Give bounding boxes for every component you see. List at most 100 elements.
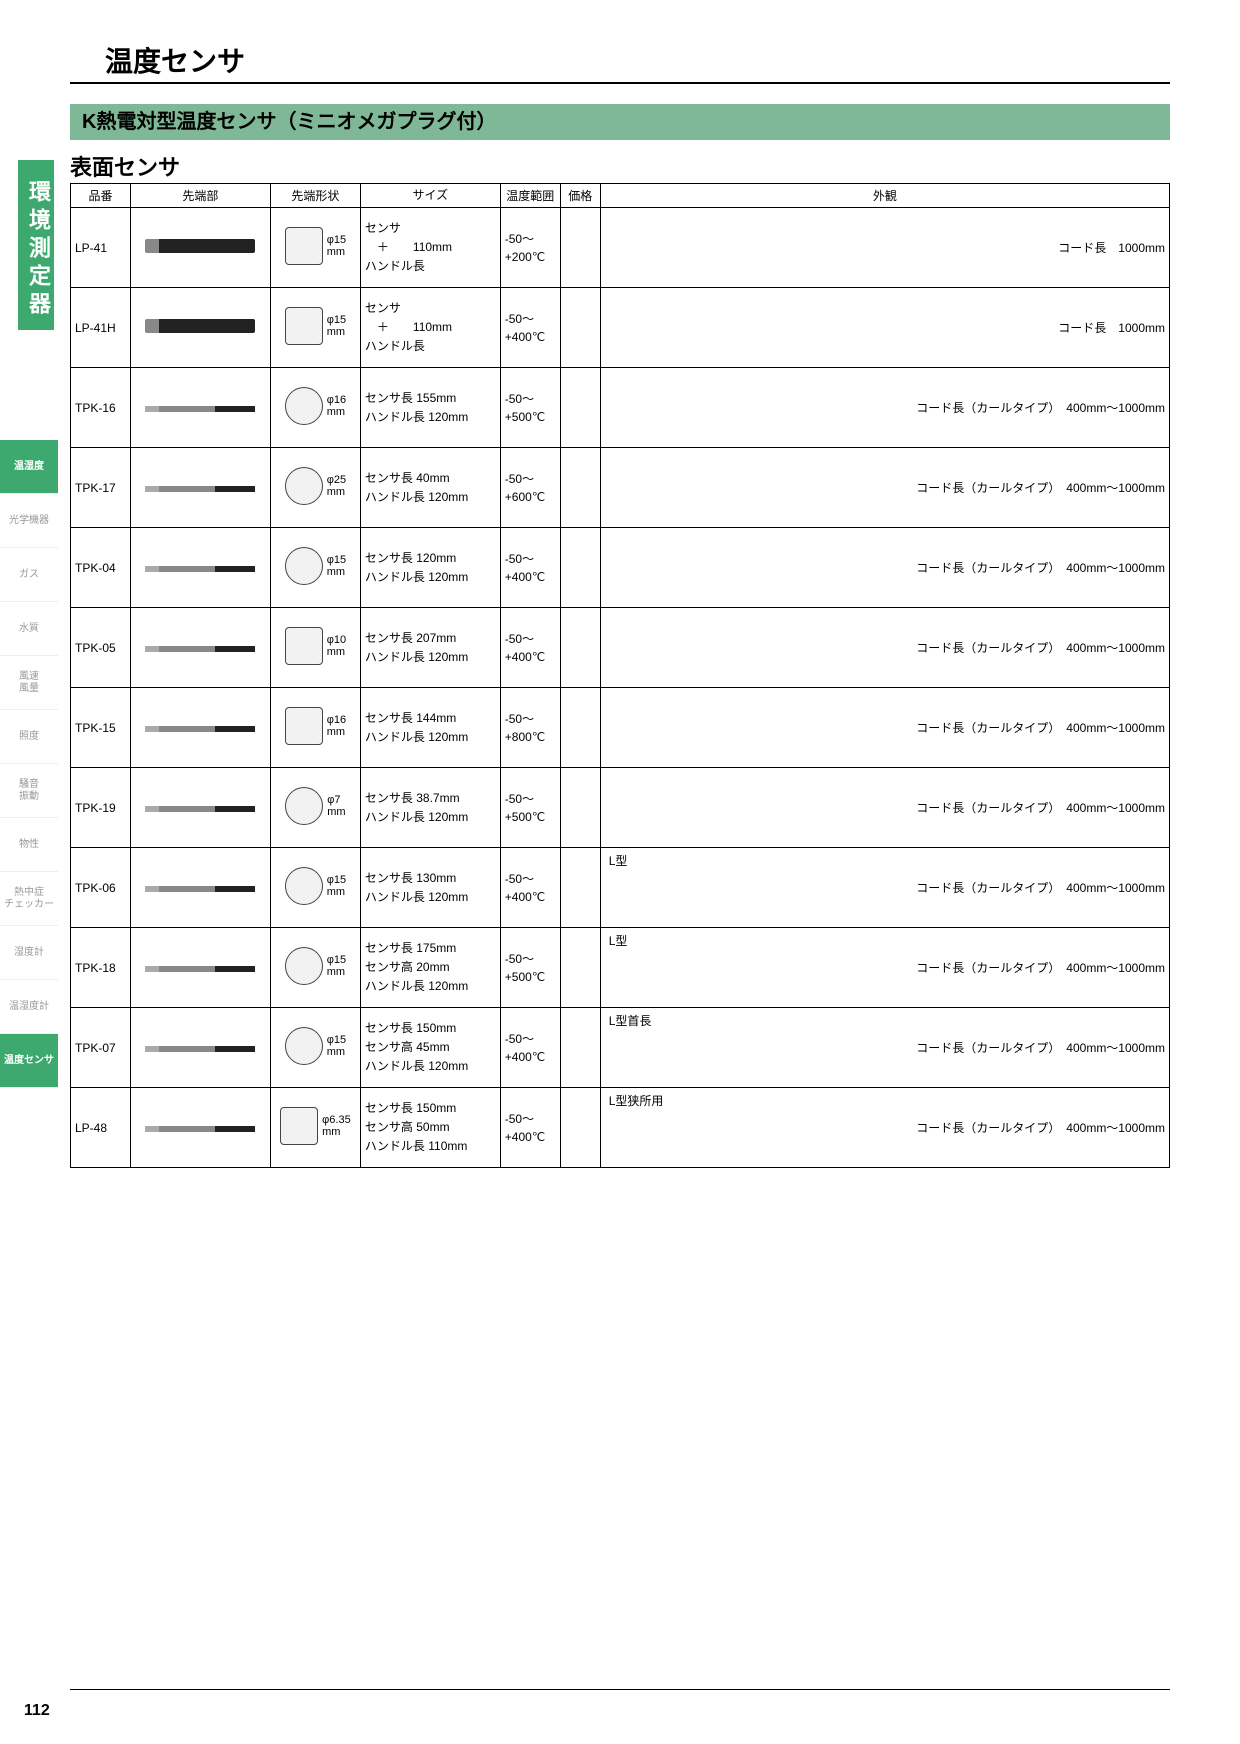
cell-price xyxy=(560,1008,600,1088)
cell-size: センサ長 150mm センサ高 45mm ハンドル長 120mm xyxy=(360,1008,500,1088)
cell-price xyxy=(560,528,600,608)
side-tab[interactable]: 照度 xyxy=(0,710,58,764)
cell-tip-shape: φ10 mm xyxy=(270,608,360,688)
tip-shape-icon xyxy=(285,1027,323,1065)
cell-part-number: LP-41H xyxy=(71,288,131,368)
cell-tip-shape: φ6.35 mm xyxy=(270,1088,360,1168)
cell-tip-image xyxy=(130,768,270,848)
cell-part-number: TPK-07 xyxy=(71,1008,131,1088)
cell-size: センサ長 144mm ハンドル長 120mm xyxy=(360,688,500,768)
cell-tip-shape: φ15 mm xyxy=(270,928,360,1008)
cell-price xyxy=(560,208,600,288)
cell-price xyxy=(560,768,600,848)
sensor-tip-icon xyxy=(145,966,255,972)
cell-size: センサ長 175mm センサ高 20mm ハンドル長 120mm xyxy=(360,928,500,1008)
side-tab[interactable]: 湿度計 xyxy=(0,926,58,980)
sensor-tip-icon xyxy=(145,406,255,412)
table-body: LP-41φ15 mmセンサ ＋ 110mm ハンドル長-50～ +200℃コー… xyxy=(71,208,1170,1168)
side-tab[interactable]: 水質 xyxy=(0,602,58,656)
cell-part-number: TPK-05 xyxy=(71,608,131,688)
tip-diameter: φ15 mm xyxy=(327,314,346,338)
cell-tip-image xyxy=(130,928,270,1008)
table-column-header: 先端部 xyxy=(130,184,270,208)
side-tab[interactable]: ガス xyxy=(0,548,58,602)
appearance-type-label: L型狭所用 xyxy=(609,1092,664,1109)
page-number: 112 xyxy=(24,1702,50,1720)
cell-tip-image xyxy=(130,288,270,368)
cell-size: センサ ＋ 110mm ハンドル長 xyxy=(360,288,500,368)
side-tabs: 温湿度光学機器ガス水質風速 風量照度騒音 振動物性熱中症 チェッカー湿度計温湿度… xyxy=(0,440,58,1088)
cell-size: センサ長 38.7mm ハンドル長 120mm xyxy=(360,768,500,848)
tip-diameter: φ15 mm xyxy=(327,234,346,258)
side-tab[interactable]: 物性 xyxy=(0,818,58,872)
appearance-type-label: L型首長 xyxy=(609,1012,652,1029)
cell-temp-range: -50～ +400℃ xyxy=(500,288,560,368)
cell-tip-image xyxy=(130,368,270,448)
tip-diameter: φ7 mm xyxy=(327,794,345,818)
cord-length-label: コード長（カールタイプ） 400mm～1000mm xyxy=(605,1039,1165,1056)
table-row: LP-48φ6.35 mmセンサ長 150mm センサ高 50mm ハンドル長 … xyxy=(71,1088,1170,1168)
cell-appearance: コード長（カールタイプ） 400mm～1000mm xyxy=(600,768,1169,848)
table-header-row: 品番先端部先端形状サイズ温度範囲価格外観 xyxy=(71,184,1170,208)
tip-shape-icon xyxy=(285,547,323,585)
cell-size: センサ長 150mm センサ高 50mm ハンドル長 110mm xyxy=(360,1088,500,1168)
cell-tip-image xyxy=(130,688,270,768)
side-tab[interactable]: 光学機器 xyxy=(0,494,58,548)
page-title: 温度センサ xyxy=(105,40,245,80)
cell-temp-range: -50～ +500℃ xyxy=(500,928,560,1008)
side-tab[interactable]: 温湿度計 xyxy=(0,980,58,1034)
side-tab[interactable]: 風速 風量 xyxy=(0,656,58,710)
cell-price xyxy=(560,848,600,928)
table-column-header: 先端形状 xyxy=(270,184,360,208)
cell-price xyxy=(560,368,600,448)
cell-size: センサ長 207mm ハンドル長 120mm xyxy=(360,608,500,688)
cell-tip-image xyxy=(130,1008,270,1088)
table-row: TPK-18φ15 mmセンサ長 175mm センサ高 20mm ハンドル長 1… xyxy=(71,928,1170,1008)
cell-temp-range: -50～ +400℃ xyxy=(500,528,560,608)
cell-price xyxy=(560,608,600,688)
cell-temp-range: -50～ +400℃ xyxy=(500,1008,560,1088)
sensor-tip-icon xyxy=(145,886,255,892)
cell-appearance: コード長 1000mm xyxy=(600,288,1169,368)
side-tab[interactable]: 温度センサ xyxy=(0,1034,58,1088)
cell-temp-range: -50～ +500℃ xyxy=(500,768,560,848)
tip-diameter: φ25 mm xyxy=(327,474,346,498)
table-row: TPK-19 φ7 mm センサ長 38.7mm ハンドル長 120mm-50～ +… xyxy=(71,768,1170,848)
cord-length-label: コード長（カールタイプ） 400mm～1000mm xyxy=(605,959,1165,976)
cell-temp-range: -50～ +600℃ xyxy=(500,448,560,528)
cell-size: センサ長 120mm ハンドル長 120mm xyxy=(360,528,500,608)
cell-tip-shape: φ7 mm xyxy=(270,768,360,848)
appearance-type-label: L型 xyxy=(609,852,628,869)
cord-length-label: コード長（カールタイプ） 400mm～1000mm xyxy=(605,479,1165,496)
cell-appearance: コード長（カールタイプ） 400mm～1000mm xyxy=(600,688,1169,768)
side-tab[interactable]: 騒音 振動 xyxy=(0,764,58,818)
tip-shape-icon xyxy=(285,947,323,985)
table-row: TPK-05φ10 mmセンサ長 207mm ハンドル長 120mm-50～ +… xyxy=(71,608,1170,688)
tip-diameter: φ15 mm xyxy=(327,554,346,578)
cell-appearance: コード長（カールタイプ） 400mm～1000mm xyxy=(600,448,1169,528)
tip-shape-icon xyxy=(285,787,323,825)
cord-length-label: コード長（カールタイプ） 400mm～1000mm xyxy=(605,639,1165,656)
section-header: K熱電対型温度センサ（ミニオメガプラグ付） xyxy=(70,104,1170,140)
cell-price xyxy=(560,448,600,528)
table-row: TPK-16φ16 mmセンサ長 155mm ハンドル長 120mm-50～ +… xyxy=(71,368,1170,448)
table-column-header: 価格 xyxy=(560,184,600,208)
tip-shape-icon xyxy=(285,707,323,745)
table-row: TPK-17φ25 mmセンサ長 40mm ハンドル長 120mm-50～ +6… xyxy=(71,448,1170,528)
appearance-type-label: L型 xyxy=(609,932,628,949)
cell-appearance: コード長（カールタイプ） 400mm～1000mm xyxy=(600,608,1169,688)
table-row: TPK-15φ16 mmセンサ長 144mm ハンドル長 120mm-50～ +… xyxy=(71,688,1170,768)
tip-shape-icon xyxy=(285,867,323,905)
side-tab[interactable]: 温湿度 xyxy=(0,440,58,494)
tip-shape-icon xyxy=(285,387,323,425)
cell-temp-range: -50～ +400℃ xyxy=(500,848,560,928)
side-vertical-label: 環境測定器 xyxy=(18,160,54,330)
table-column-header: 品番 xyxy=(71,184,131,208)
cell-part-number: TPK-19 xyxy=(71,768,131,848)
cell-tip-image xyxy=(130,608,270,688)
cell-part-number: LP-41 xyxy=(71,208,131,288)
cell-appearance: L型首長コード長（カールタイプ） 400mm～1000mm xyxy=(600,1008,1169,1088)
cell-tip-shape: φ15 mm xyxy=(270,1008,360,1088)
side-tab[interactable]: 熱中症 チェッカー xyxy=(0,872,58,926)
tip-shape-icon xyxy=(285,467,323,505)
